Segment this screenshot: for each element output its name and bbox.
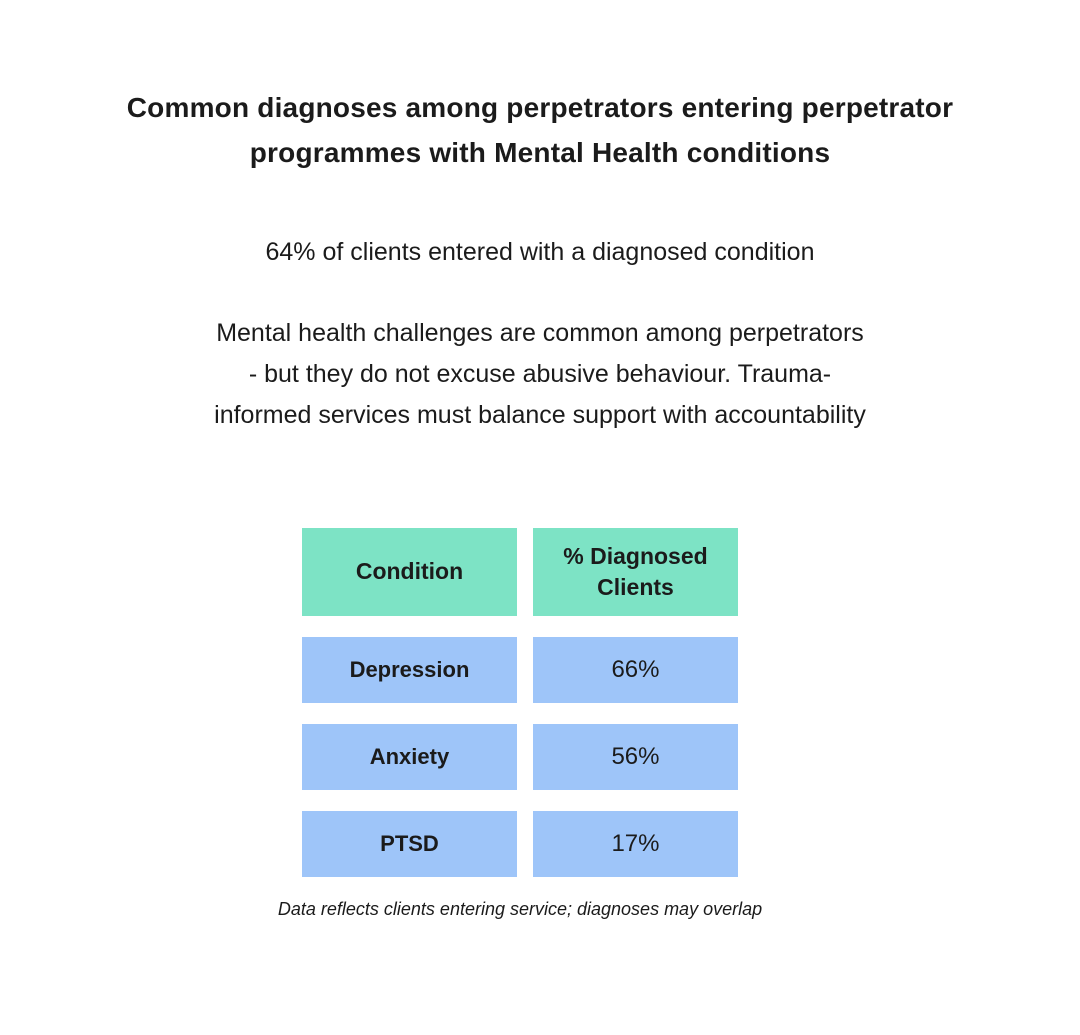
page-title: Common diagnoses among perpetrators ente… — [126, 92, 954, 168]
condition-value-ptsd: 17% — [611, 829, 660, 857]
table-row-depression-value: 66% — [532, 636, 738, 703]
table-row-depression-label: Depression — [301, 636, 517, 703]
condition-value-anxiety: 56% — [611, 742, 660, 770]
condition-label-depression: Depression — [349, 656, 470, 682]
diagnoses-table: Condition % Diagnosed Clients Depression… — [301, 527, 738, 877]
description-paragraph: Mental health challenges are common amon… — [214, 318, 866, 429]
table-row-anxiety-label: Anxiety — [301, 723, 517, 790]
table-row-ptsd-label: PTSD — [301, 810, 517, 877]
condition-value-depression: 66% — [611, 655, 660, 683]
column-header-percent-diagnosed: % Diagnosed Clients — [532, 527, 738, 616]
condition-label-ptsd: PTSD — [380, 830, 439, 856]
table-row-anxiety-value: 56% — [532, 723, 738, 790]
key-stat-subtitle: 64% of clients entered with a diagnosed … — [265, 237, 815, 266]
table-block: Condition % Diagnosed Clients Depression… — [278, 436, 762, 920]
column-header-condition: Condition — [301, 527, 517, 616]
condition-label-anxiety: Anxiety — [369, 743, 450, 769]
table-row-ptsd-value: 17% — [532, 810, 738, 877]
data-footnote: Data reflects clients entering service; … — [277, 898, 763, 919]
